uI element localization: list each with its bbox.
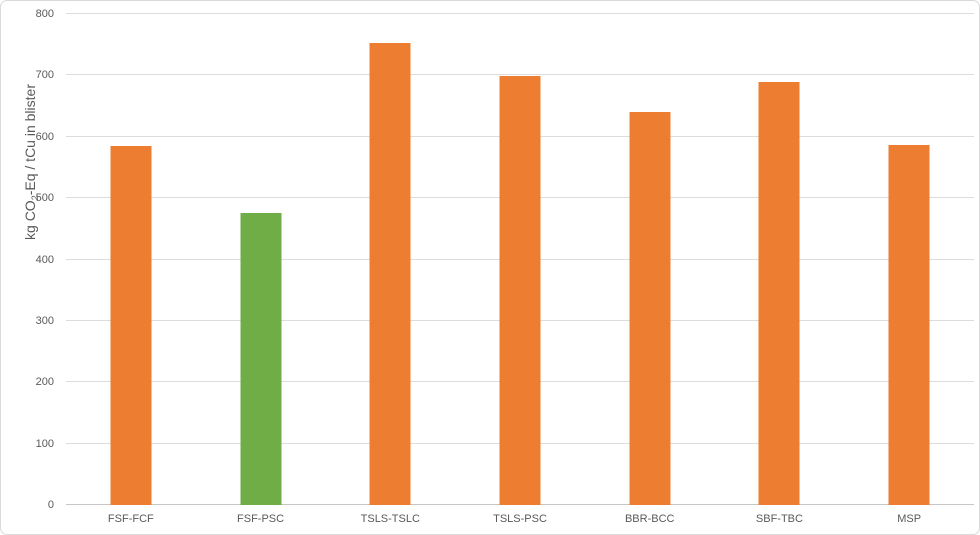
y-tick-label: 300 (35, 314, 54, 327)
y-tick-label: 0 (47, 499, 54, 511)
y-tick-label: 700 (35, 69, 54, 82)
y-tick-label: 800 (35, 8, 54, 20)
x-category-label: BBR-BCC (624, 513, 675, 525)
x-category-label: FSF-FCF (107, 513, 154, 525)
x-category-label: TSLS-PSC (493, 513, 547, 525)
x-category-label: SBF-TBC (755, 513, 803, 525)
bar-TSLS-TSLC (369, 42, 411, 505)
y-tick-label: 100 (35, 437, 54, 450)
bar-MSP (888, 144, 930, 505)
bar-BBR-BCC (629, 111, 671, 505)
bar-FSF-FCF (110, 145, 152, 505)
y-tick-label: 600 (35, 130, 54, 143)
x-axis-labels: FSF-FCF FSF-PSC TSLS-TSLC TSLS-PSC BBR-BCC SB… (66, 513, 974, 531)
x-category-label: TSLS-TSLC (360, 513, 420, 525)
bar-FSF-PSC (240, 212, 282, 505)
y-tick-label: 500 (35, 192, 54, 205)
gridline (66, 13, 974, 14)
plot-area (66, 13, 974, 505)
gridline (66, 74, 974, 76)
y-tick-label: 400 (35, 253, 54, 266)
x-category-label: FSF-PSC (237, 513, 285, 525)
y-axis-ticks: 0 100 200 300 400 500 600 700 800 (1, 8, 56, 511)
bar-TSLS-PSC (499, 76, 541, 505)
y-tick-label: 200 (35, 376, 54, 389)
bar-SBF-TBC (758, 81, 800, 505)
x-category-label: MSP (897, 513, 922, 525)
